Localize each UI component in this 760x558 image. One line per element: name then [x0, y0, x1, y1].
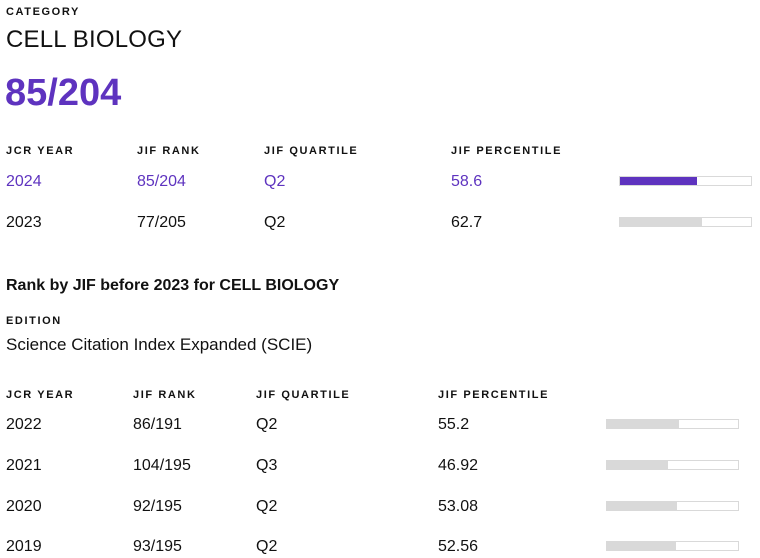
cell-percentile: 53.08	[438, 498, 479, 515]
category-name: CELL BIOLOGY	[6, 26, 183, 53]
percentile-bar-fill	[620, 177, 697, 185]
category-rank: 85/204	[5, 72, 122, 114]
cell-year: 2023	[6, 214, 42, 231]
percentile-bar	[619, 176, 752, 186]
percentile-bar-fill	[607, 542, 676, 550]
percentile-bar	[619, 217, 752, 227]
cell-quartile: Q2	[256, 538, 278, 555]
percentile-bar	[606, 419, 739, 429]
section-title: Rank by JIF before 2023 for CELL BIOLOGY	[6, 277, 340, 294]
cell-year: 2019	[6, 538, 42, 555]
category-label: CATEGORY	[6, 6, 80, 18]
percentile-bar	[606, 460, 739, 470]
cell-percentile: 62.7	[451, 214, 483, 231]
col-header-jif-percentile: JIF PERCENTILE	[451, 145, 563, 157]
edition-label: EDITION	[6, 315, 62, 327]
percentile-bar-fill	[607, 461, 669, 469]
col-header-jcr-year: JCR YEAR	[6, 145, 75, 157]
cell-rank: 93/195	[133, 538, 182, 555]
percentile-bar	[606, 541, 739, 551]
percentile-bar-fill	[620, 218, 703, 226]
cell-quartile: Q2	[256, 498, 278, 515]
cell-rank: 77/205	[137, 214, 186, 231]
cell-rank: 86/191	[133, 416, 182, 433]
col-header-jif-rank: JIF RANK	[133, 389, 197, 401]
cell-year: 2021	[6, 457, 42, 474]
col-header-jif-quartile: JIF QUARTILE	[264, 145, 359, 157]
col-header-jif-percentile: JIF PERCENTILE	[438, 389, 550, 401]
cell-rank: 104/195	[133, 457, 191, 474]
percentile-bar-fill	[607, 502, 677, 510]
cell-quartile: Q3	[256, 457, 278, 474]
cell-percentile: 55.2	[438, 416, 470, 433]
cell-percentile: 46.92	[438, 457, 479, 474]
cell-quartile: Q2	[256, 416, 278, 433]
cell-percentile: 52.56	[438, 538, 479, 555]
percentile-bar	[606, 501, 739, 511]
cell-quartile: Q2	[264, 173, 286, 190]
cell-year: 2020	[6, 498, 42, 515]
edition-name: Science Citation Index Expanded (SCIE)	[6, 335, 313, 354]
cell-year: 2024	[6, 173, 42, 190]
cell-quartile: Q2	[264, 214, 286, 231]
cell-rank: 92/195	[133, 498, 182, 515]
col-header-jcr-year: JCR YEAR	[6, 389, 75, 401]
percentile-bar-fill	[607, 420, 680, 428]
col-header-jif-rank: JIF RANK	[137, 145, 201, 157]
cell-percentile: 58.6	[451, 173, 483, 190]
col-header-jif-quartile: JIF QUARTILE	[256, 389, 351, 401]
cell-rank: 85/204	[137, 173, 186, 190]
cell-year: 2022	[6, 416, 42, 433]
